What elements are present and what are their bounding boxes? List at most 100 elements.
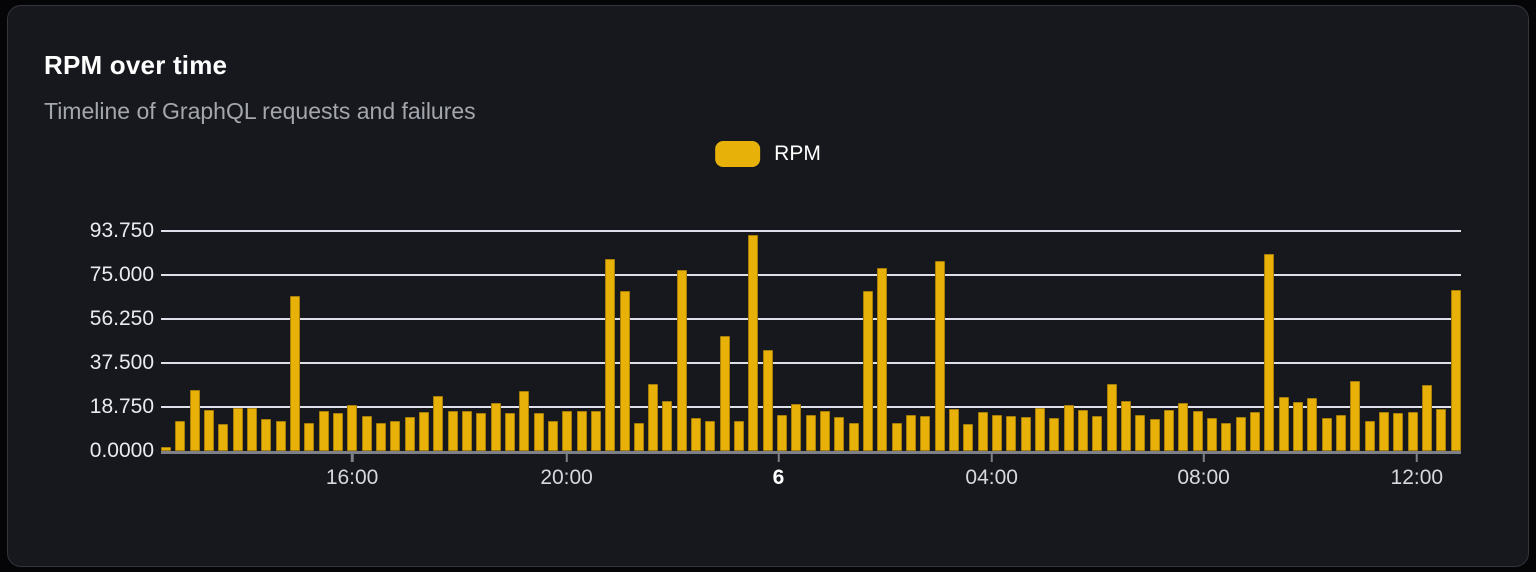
bar[interactable] — [246, 407, 257, 451]
bar[interactable] — [691, 418, 702, 451]
bar[interactable] — [490, 402, 501, 451]
bar[interactable] — [1106, 384, 1117, 451]
bar[interactable] — [762, 350, 773, 451]
bar[interactable] — [476, 413, 487, 451]
bar[interactable] — [519, 391, 530, 451]
bar[interactable] — [648, 384, 659, 451]
bar[interactable] — [1421, 385, 1432, 451]
bar[interactable] — [1020, 416, 1031, 451]
bar[interactable] — [1364, 420, 1375, 451]
bar[interactable] — [891, 422, 902, 451]
bar[interactable] — [1120, 400, 1131, 451]
bar[interactable] — [1135, 414, 1146, 451]
bar[interactable] — [863, 291, 874, 451]
gridline — [161, 406, 1461, 408]
bar[interactable] — [347, 405, 358, 451]
bar[interactable] — [777, 414, 788, 451]
bar[interactable] — [934, 260, 945, 451]
bar[interactable] — [562, 411, 573, 451]
bar[interactable] — [605, 258, 616, 451]
bar[interactable] — [189, 390, 200, 451]
bar[interactable] — [662, 400, 673, 451]
bar[interactable] — [1393, 413, 1404, 451]
bar[interactable] — [1249, 412, 1260, 451]
bar[interactable] — [1206, 418, 1217, 451]
y-axis: 0.0000 18.750 37.500 56.250 75.000 93.750 — [8, 219, 154, 462]
bar[interactable] — [977, 412, 988, 451]
bar[interactable] — [791, 404, 802, 451]
bar[interactable] — [992, 414, 1003, 451]
y-axis-tick-label: 0.0000 — [89, 439, 154, 462]
bar[interactable] — [1450, 290, 1461, 451]
bar[interactable] — [533, 413, 544, 451]
bar[interactable] — [1149, 419, 1160, 451]
bar[interactable] — [275, 420, 286, 451]
bar[interactable] — [734, 420, 745, 451]
bar[interactable] — [820, 411, 831, 451]
bar[interactable] — [705, 420, 716, 451]
bar[interactable] — [218, 424, 229, 451]
bar[interactable] — [203, 409, 214, 451]
bar[interactable] — [619, 291, 630, 451]
bar[interactable] — [361, 415, 372, 451]
bar[interactable] — [318, 411, 329, 451]
bar[interactable] — [447, 411, 458, 451]
bar[interactable] — [1264, 253, 1275, 451]
bar[interactable] — [1063, 405, 1074, 451]
bar[interactable] — [1049, 418, 1060, 451]
bar[interactable] — [1278, 397, 1289, 451]
bar[interactable] — [1035, 407, 1046, 451]
x-axis-tick-label: 16:00 — [325, 466, 379, 489]
bar[interactable] — [906, 414, 917, 451]
bar[interactable] — [175, 420, 186, 451]
x-axis-tick-mark — [777, 454, 780, 462]
bar[interactable] — [1436, 408, 1447, 451]
bar[interactable] — [949, 408, 960, 451]
bar[interactable] — [1321, 418, 1332, 451]
bar[interactable] — [1292, 401, 1303, 451]
bar[interactable] — [748, 235, 759, 451]
bar[interactable] — [1192, 411, 1203, 451]
legend: RPM — [715, 141, 821, 167]
bar[interactable] — [1221, 422, 1232, 451]
bar[interactable] — [877, 267, 888, 451]
bar[interactable] — [1163, 409, 1174, 451]
bar[interactable] — [1235, 416, 1246, 451]
bar[interactable] — [963, 424, 974, 451]
legend-item-rpm[interactable]: RPM — [715, 141, 821, 167]
bar[interactable] — [1078, 409, 1088, 451]
bar[interactable] — [304, 422, 315, 451]
bar[interactable] — [261, 419, 272, 451]
x-axis-tick-label: 20:00 — [540, 466, 593, 489]
bar[interactable] — [375, 422, 386, 451]
gridline — [161, 274, 1461, 276]
bar[interactable] — [920, 415, 931, 451]
bar[interactable] — [332, 413, 343, 451]
bar[interactable] — [418, 412, 429, 451]
bar[interactable] — [576, 411, 587, 451]
bar[interactable] — [1092, 415, 1103, 451]
bar[interactable] — [1350, 380, 1361, 451]
bar[interactable] — [161, 447, 171, 451]
bar[interactable] — [1335, 414, 1346, 451]
bar[interactable] — [404, 416, 415, 451]
bar[interactable] — [848, 422, 859, 451]
bar[interactable] — [834, 416, 845, 451]
bar[interactable] — [633, 422, 644, 451]
bar[interactable] — [504, 413, 515, 451]
bar[interactable] — [1378, 412, 1389, 451]
bar[interactable] — [433, 395, 444, 451]
bar[interactable] — [590, 411, 601, 451]
bar[interactable] — [1307, 398, 1318, 451]
bar[interactable] — [1006, 415, 1017, 451]
bar[interactable] — [390, 420, 401, 451]
bar[interactable] — [1407, 412, 1418, 451]
bar[interactable] — [719, 336, 730, 451]
bar[interactable] — [1178, 402, 1189, 451]
bar[interactable] — [805, 414, 816, 451]
bar[interactable] — [232, 407, 243, 451]
bar[interactable] — [289, 296, 300, 451]
bar[interactable] — [461, 411, 472, 451]
bar[interactable] — [676, 270, 687, 451]
bar[interactable] — [547, 420, 558, 451]
